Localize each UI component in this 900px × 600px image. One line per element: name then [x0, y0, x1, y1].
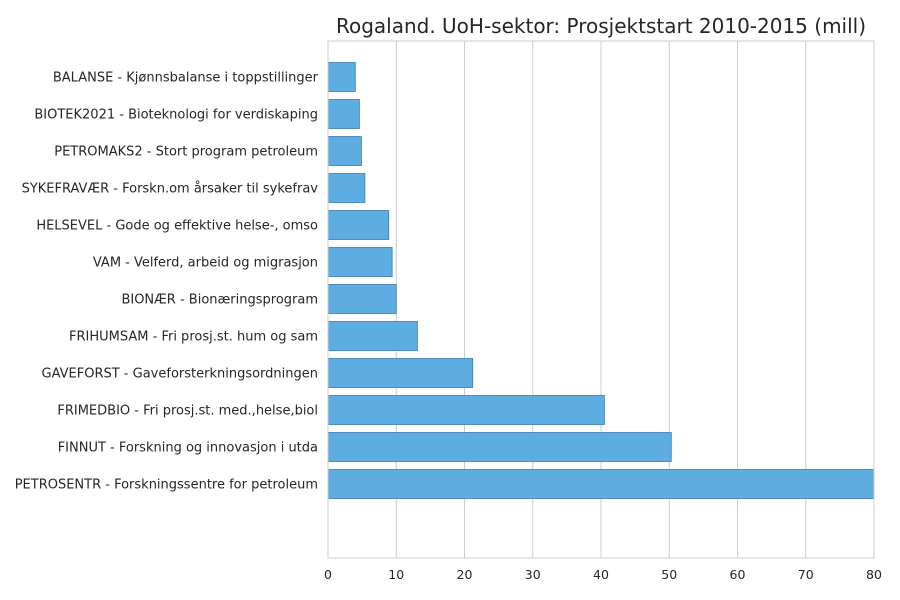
category-label: FINNUT - Forskning og innovasjon i utda	[58, 441, 318, 456]
category-label: GAVEFORST - Gaveforsterkningsordningen	[42, 367, 319, 382]
bar	[327, 173, 366, 203]
bar	[327, 247, 393, 277]
category-label: PETROMAKS2 - Stort program petroleum	[54, 145, 318, 160]
x-tick-label: 70	[798, 567, 814, 582]
category-label: BIONÆR - Bionæringsprogram	[121, 293, 318, 308]
bar	[327, 284, 397, 314]
category-label: PETROSENTR - Forskningssentre for petrol…	[15, 478, 318, 493]
x-tick-label: 20	[457, 567, 473, 582]
plot-frame	[327, 40, 875, 559]
x-axis-tick-labels: 0 10 20 30 40 50 60 70 80	[324, 567, 882, 582]
bar	[327, 62, 356, 92]
grid-lines	[395, 41, 807, 558]
bar	[327, 395, 605, 425]
bar	[327, 469, 875, 499]
x-tick-label: 80	[866, 567, 882, 582]
x-tick-label: 60	[730, 567, 746, 582]
chart-title: Rogaland. UoH-sektor: Prosjektstart 2010…	[336, 14, 866, 38]
x-tick-label: 10	[388, 567, 404, 582]
x-tick-label: 0	[324, 567, 332, 582]
bar	[327, 99, 360, 129]
category-label: FRIHUMSAM - Fri prosj.st. hum og sam	[69, 330, 318, 345]
bars	[327, 62, 875, 499]
category-label: VAM - Velferd, arbeid og migrasjon	[93, 256, 318, 271]
bar	[327, 358, 474, 388]
bar	[327, 136, 362, 166]
category-labels: BALANSE - Kjønnsbalanse i toppstillinger…	[15, 71, 319, 493]
category-label: HELSEVEL - Gode og effektive helse-, oms…	[36, 219, 318, 234]
category-label: FRIMEDBIO - Fri prosj.st. med.,helse,bio…	[57, 404, 318, 419]
x-tick-label: 30	[525, 567, 541, 582]
bar	[327, 321, 418, 351]
bar	[327, 210, 390, 240]
x-tick-label: 40	[593, 567, 609, 582]
category-label: BALANSE - Kjønnsbalanse i toppstillinger	[53, 71, 319, 86]
category-label: BIOTEK2021 - Bioteknologi for verdiskapi…	[34, 108, 318, 123]
category-label: SYKEFRAVÆR - Forskn.om årsaker til sykef…	[22, 182, 319, 197]
x-tick-label: 50	[661, 567, 677, 582]
bar	[327, 432, 672, 462]
